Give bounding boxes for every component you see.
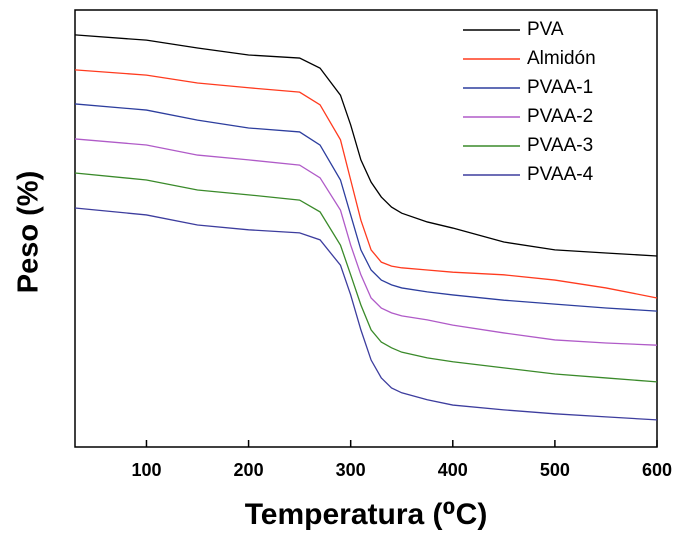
line-series — [74, 34, 658, 257]
legend-label: PVAA-2 — [527, 106, 593, 127]
x-tick-label: 100 — [131, 460, 161, 480]
line-series — [74, 172, 658, 383]
y-axis-label: Peso (%) — [13, 171, 45, 293]
plot-frame — [74, 9, 658, 448]
line-series — [74, 138, 658, 346]
x-tick-label: 300 — [336, 460, 366, 480]
legend-label: Almidón — [527, 48, 596, 69]
legend-label: PVAA-4 — [527, 164, 594, 185]
x-tick-label: 400 — [438, 460, 468, 480]
line-series — [74, 103, 658, 312]
legend-label: PVAA-1 — [527, 77, 593, 98]
legend-label: PVA — [527, 19, 564, 40]
x-axis-label: Temperatura (⁰C) — [245, 498, 488, 531]
line-series — [74, 69, 658, 299]
x-tick-label: 200 — [234, 460, 264, 480]
line-series — [74, 207, 658, 421]
x-tick-label: 500 — [540, 460, 570, 480]
x-tick-label: 600 — [642, 460, 672, 480]
legend-label: PVAA-3 — [527, 135, 593, 156]
